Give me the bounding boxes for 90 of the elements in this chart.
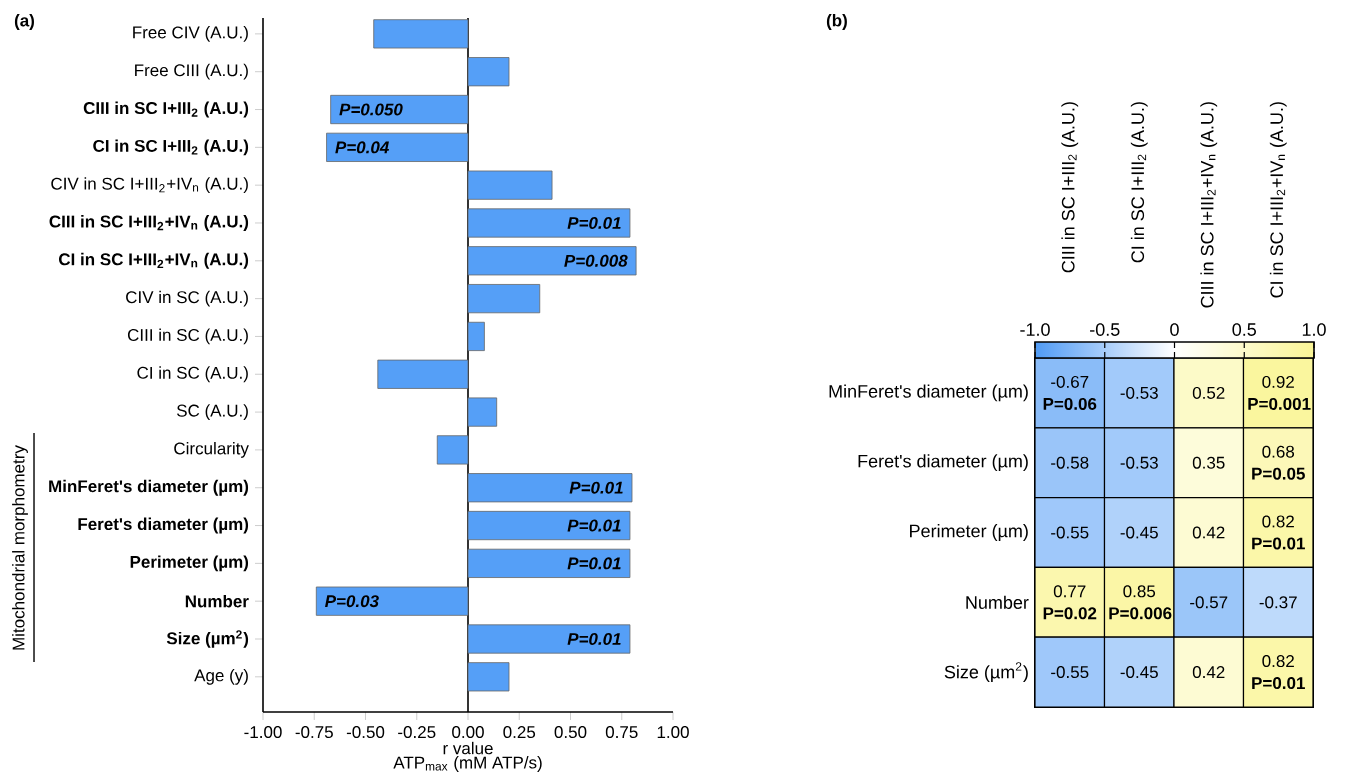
x-axis-title: r value bbox=[443, 741, 493, 755]
y-tick-label: Size (µm$^{2}$) bbox=[944, 662, 1028, 682]
x-tick-label: CI in SC I+III$_{2}$+IV$_{n}$ (A.U.) bbox=[1269, 102, 1287, 298]
annotation: P=0.050 bbox=[339, 103, 403, 116]
data-label: 0.52 bbox=[1192, 386, 1225, 399]
data-label: -0.53 bbox=[1120, 386, 1158, 399]
x-tick-label: CI in SC I+III$_{2}$ (A.U.) bbox=[1130, 102, 1148, 263]
bar bbox=[467, 397, 498, 427]
data-label: -0.55 bbox=[1051, 526, 1089, 539]
annotation: P=0.01 bbox=[567, 216, 621, 229]
y-tick-label: CIV in SC (A.U.) bbox=[126, 290, 248, 307]
x-tick-label: -0.50 bbox=[346, 726, 385, 739]
data-label: 0.92 P=0.001 bbox=[1248, 375, 1311, 410]
bar bbox=[467, 548, 631, 578]
data-label: 0.85 P=0.006 bbox=[1109, 585, 1172, 620]
y-tick-label: Number bbox=[966, 595, 1029, 609]
data-label: -0.37 bbox=[1259, 596, 1297, 609]
data-label: 0.82 P=0.01 bbox=[1252, 655, 1305, 690]
bar bbox=[436, 435, 469, 465]
color-bar-label: -0.5 bbox=[1090, 323, 1120, 336]
annotation: P=0.01 bbox=[569, 481, 623, 494]
bar bbox=[315, 586, 469, 616]
data-label: 0.68 P=0.05 bbox=[1252, 445, 1305, 480]
x-tick-label: -0.75 bbox=[295, 726, 333, 739]
y-tick-label: CI in SC I+III$_{2}$ (A.U.) bbox=[93, 139, 249, 156]
data-label: 0.42 bbox=[1192, 526, 1225, 539]
bar bbox=[467, 510, 631, 541]
y-tick-label: SC (A.U.) bbox=[177, 404, 248, 420]
bar bbox=[326, 132, 469, 162]
y-tick-label: Free CIV (A.U.) bbox=[133, 25, 248, 42]
annotation: P=0.01 bbox=[567, 557, 621, 570]
bar bbox=[467, 57, 510, 87]
bar bbox=[467, 662, 510, 692]
y-tick-label: Feret's diameter (µm) bbox=[78, 517, 249, 534]
data-label: -0.67 P=0.06 bbox=[1043, 375, 1097, 410]
y-tick-label: Perimeter (µm) bbox=[910, 524, 1028, 541]
data-label: 0.35 bbox=[1192, 456, 1225, 469]
x-tick-label: 1.00 bbox=[657, 726, 689, 739]
x-tick-label: 0.25 bbox=[503, 726, 536, 739]
y-tick-label: Free CIII (A.U.) bbox=[135, 63, 248, 80]
annotation: P=0.03 bbox=[325, 595, 379, 608]
y-tick-label: Age (y) bbox=[194, 668, 248, 685]
annotation: P=0.01 bbox=[567, 519, 621, 532]
y-tick-label: CIII in SC (A.U.) bbox=[127, 328, 248, 345]
text: (b) bbox=[826, 14, 847, 30]
bar bbox=[330, 94, 469, 125]
bar bbox=[467, 473, 633, 503]
y-tick-label: Feret's diameter (µm) bbox=[858, 454, 1028, 472]
text: (a) bbox=[14, 14, 34, 30]
data-label: -0.45 bbox=[1120, 666, 1158, 679]
y-tick-label: Size (µm$^{2}$) bbox=[166, 630, 249, 648]
annotation: P=0.008 bbox=[564, 254, 628, 267]
y-tick-label: CIV in SC I+III$_{2}$+IV$_{n}$ (A.U.) bbox=[51, 177, 248, 194]
x-tick-label: 0.50 bbox=[554, 726, 587, 739]
data-label: -0.53 bbox=[1120, 456, 1158, 469]
data-label: 0.82 P=0.01 bbox=[1252, 515, 1305, 550]
text: ATP$_{max}$ (mM ATP/s) bbox=[393, 756, 542, 772]
bar bbox=[467, 208, 631, 238]
bar bbox=[373, 19, 469, 49]
color-bar-label: 0.5 bbox=[1232, 323, 1257, 336]
bar bbox=[377, 359, 469, 389]
x-tick-label: -0.25 bbox=[398, 726, 436, 739]
data-label: -0.45 bbox=[1120, 526, 1158, 539]
data-label: -0.58 bbox=[1051, 456, 1089, 469]
annotation: P=0.04 bbox=[335, 141, 390, 154]
bar bbox=[467, 284, 541, 314]
y-tick-label: Circularity bbox=[174, 441, 249, 458]
x-tick-label: 0.75 bbox=[605, 726, 638, 739]
y-tick-label: Perimeter (µm) bbox=[130, 555, 249, 572]
color-bar-label: 0 bbox=[1170, 323, 1179, 336]
data-label: -0.57 bbox=[1190, 596, 1228, 609]
y-tick-label: CIII in SC I+III$_{2}$+IV$_{n}$ (A.U.) bbox=[49, 215, 249, 231]
data-label: 0.42 bbox=[1192, 666, 1225, 679]
text: Mitochondrial morphometry bbox=[12, 445, 28, 650]
x-tick-label: CIII in SC I+III$_{2}$+IV$_{n}$ (A.U.) bbox=[1200, 102, 1218, 308]
x-tick-label: 0.00 bbox=[452, 726, 484, 739]
annotation: P=0.01 bbox=[567, 633, 621, 646]
bar bbox=[467, 246, 637, 276]
x-tick-label: -1.00 bbox=[244, 726, 282, 739]
color-bar-label: 1.0 bbox=[1302, 323, 1326, 336]
color-bar-label: -1.0 bbox=[1020, 323, 1050, 336]
bar bbox=[467, 170, 553, 200]
y-tick-label: CI in SC (A.U.) bbox=[137, 366, 248, 383]
data-label: 0.77 P=0.02 bbox=[1043, 585, 1097, 620]
y-tick-label: MinFeret's diameter (µm) bbox=[829, 384, 1028, 402]
bar bbox=[467, 321, 485, 352]
y-tick-label: MinFeret's diameter (µm) bbox=[49, 479, 249, 496]
bar bbox=[467, 624, 631, 654]
data-label: -0.55 bbox=[1051, 666, 1089, 679]
y-tick-label: Number bbox=[185, 594, 249, 608]
